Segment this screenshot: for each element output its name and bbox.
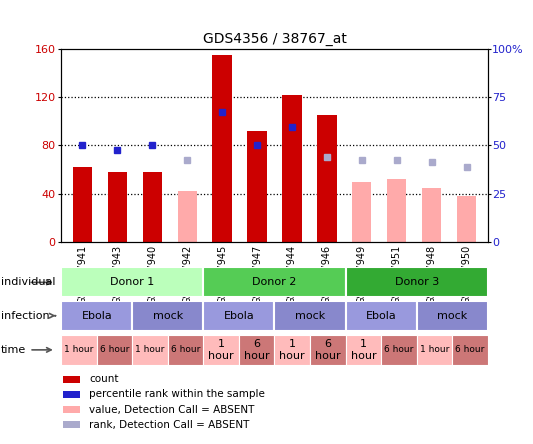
Bar bbox=[345, 301, 417, 331]
Text: 1
hour: 1 hour bbox=[351, 339, 376, 361]
Bar bbox=[381, 335, 417, 365]
Bar bbox=[63, 391, 79, 398]
Bar bbox=[204, 335, 239, 365]
Text: mock: mock bbox=[295, 311, 325, 321]
Bar bbox=[247, 131, 266, 242]
Bar bbox=[417, 335, 452, 365]
Text: 6 hour: 6 hour bbox=[384, 345, 414, 354]
Text: percentile rank within the sample: percentile rank within the sample bbox=[89, 389, 265, 400]
Bar bbox=[452, 335, 488, 365]
Bar bbox=[213, 55, 232, 242]
Title: GDS4356 / 38767_at: GDS4356 / 38767_at bbox=[203, 32, 346, 47]
Bar bbox=[177, 191, 197, 242]
Text: 1 hour: 1 hour bbox=[419, 345, 449, 354]
Text: Ebola: Ebola bbox=[223, 311, 254, 321]
Text: 1
hour: 1 hour bbox=[208, 339, 234, 361]
Text: 6
hour: 6 hour bbox=[244, 339, 270, 361]
Bar bbox=[422, 188, 441, 242]
Bar bbox=[108, 172, 127, 242]
Bar bbox=[239, 335, 274, 365]
Text: time: time bbox=[1, 345, 51, 355]
Bar bbox=[61, 335, 97, 365]
Text: Donor 1: Donor 1 bbox=[110, 278, 155, 287]
Bar bbox=[61, 301, 132, 331]
Text: 1 hour: 1 hour bbox=[64, 345, 94, 354]
Text: Ebola: Ebola bbox=[366, 311, 397, 321]
Text: infection: infection bbox=[1, 311, 55, 321]
Text: rank, Detection Call = ABSENT: rank, Detection Call = ABSENT bbox=[89, 420, 249, 430]
Text: 6 hour: 6 hour bbox=[171, 345, 200, 354]
Bar bbox=[142, 172, 162, 242]
Text: Ebola: Ebola bbox=[82, 311, 112, 321]
Bar bbox=[387, 179, 407, 242]
Bar bbox=[204, 301, 274, 331]
Bar bbox=[168, 335, 204, 365]
Bar bbox=[63, 421, 79, 428]
Bar bbox=[63, 376, 79, 383]
Bar bbox=[204, 267, 345, 297]
Text: 6 hour: 6 hour bbox=[455, 345, 484, 354]
Bar bbox=[61, 267, 204, 297]
Bar bbox=[274, 335, 310, 365]
Bar bbox=[417, 301, 488, 331]
Bar bbox=[310, 335, 345, 365]
Text: 6 hour: 6 hour bbox=[100, 345, 130, 354]
Bar bbox=[345, 335, 381, 365]
Text: value, Detection Call = ABSENT: value, Detection Call = ABSENT bbox=[89, 404, 254, 415]
Bar bbox=[457, 196, 477, 242]
Text: Donor 2: Donor 2 bbox=[252, 278, 297, 287]
Text: mock: mock bbox=[153, 311, 183, 321]
Bar bbox=[317, 115, 336, 242]
Bar bbox=[352, 182, 372, 242]
Bar bbox=[97, 335, 132, 365]
Bar bbox=[132, 335, 168, 365]
Bar bbox=[132, 301, 204, 331]
Text: mock: mock bbox=[437, 311, 467, 321]
Text: individual: individual bbox=[1, 278, 55, 287]
Bar bbox=[63, 406, 79, 413]
Text: 1
hour: 1 hour bbox=[279, 339, 305, 361]
Bar bbox=[274, 301, 345, 331]
Text: 1 hour: 1 hour bbox=[135, 345, 165, 354]
Bar bbox=[72, 167, 92, 242]
Text: Donor 3: Donor 3 bbox=[394, 278, 439, 287]
Bar bbox=[345, 267, 488, 297]
Bar bbox=[282, 95, 302, 242]
Text: count: count bbox=[89, 374, 118, 385]
Text: 6
hour: 6 hour bbox=[315, 339, 341, 361]
